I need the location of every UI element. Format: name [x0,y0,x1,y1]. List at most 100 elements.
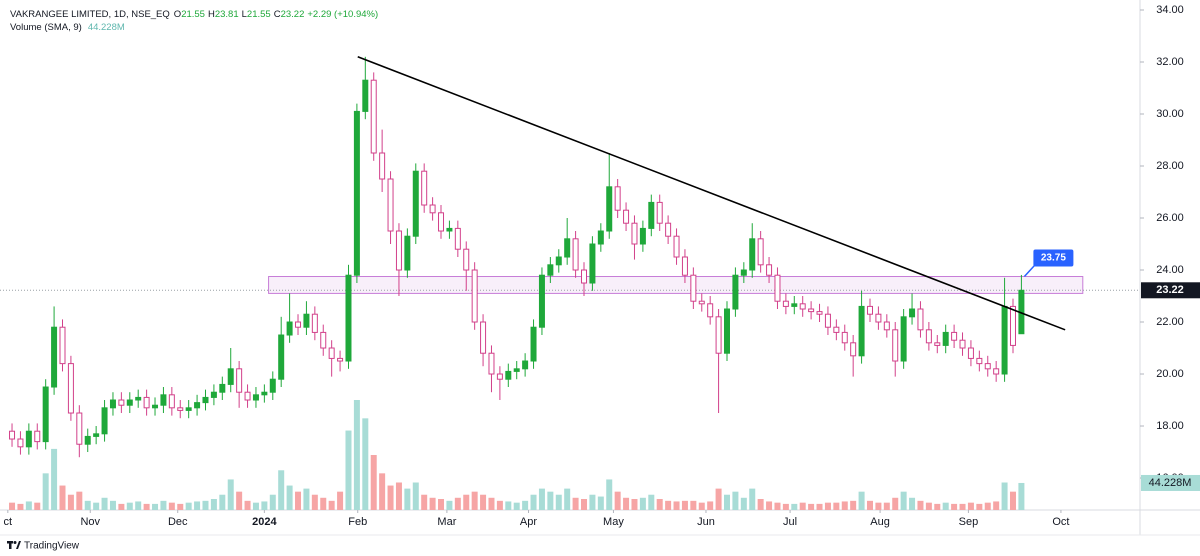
callout-label: 23.75 [1041,253,1066,264]
ohlc-label: L [241,9,247,20]
volume-bar [648,494,655,510]
volume-bar [951,503,958,510]
ohlc-label: C [273,9,281,20]
y-tick-label: 34.00 [1156,4,1184,16]
volume-bar [295,491,302,510]
volume-bar [656,499,663,510]
candle-body [824,313,831,328]
candle-body [951,331,958,341]
candle-body [286,321,293,336]
last-price-box [1141,282,1200,299]
x-tick-label: Dec [168,516,188,528]
callout-pointer [1023,264,1036,278]
volume-bar [194,501,201,510]
candle-body [278,334,285,380]
candle-body [581,269,588,284]
volume-bar [446,500,453,510]
candle-body [967,347,974,359]
volume-bar [715,488,722,510]
volume-bar [791,503,798,510]
volume-bar [732,491,739,510]
volume-bar [51,448,58,510]
volume-bar [160,500,167,510]
volume-bar [623,497,630,510]
x-tick-label: ct [4,516,13,528]
candle-body [883,321,890,331]
y-tick-label: 30.00 [1156,108,1184,120]
volume-bar [530,494,537,510]
y-tick-label: 32.00 [1156,56,1184,68]
candle-body [438,212,445,232]
last-volume-box [1141,474,1200,491]
volume-bar [572,497,579,510]
volume-bar [522,500,529,510]
candle-body [135,396,142,401]
volume-bar [824,502,831,510]
volume-bar [505,501,512,510]
volume-bar [412,482,419,510]
candle-body [698,300,705,305]
volume-bar [59,485,66,510]
candle-body [353,110,360,276]
ohlc-label: H [207,9,215,20]
volume-bar [421,494,428,510]
volume-bar [665,500,672,510]
volume-title: Volume (SMA, 9) [10,22,82,33]
volume-bar [387,485,394,510]
candle-body [51,326,58,388]
volume-bar [673,501,680,510]
candle-body [185,407,192,411]
volume-bar [454,497,461,510]
volume-bar [690,500,697,510]
candle-body [236,368,243,393]
volume-bar [286,485,293,510]
candle-body [976,357,983,365]
volume-bar [278,470,285,510]
candle-body [782,300,789,307]
volume-bar [311,494,318,510]
candle-body [25,430,32,448]
symbol-line: VAKRANGEE LIMITED, 1D, NSE_EQ O21.55 H23.8… [10,8,381,21]
volume-bar [480,494,487,510]
candle-body [345,274,352,362]
volume-bar [774,502,781,510]
candle-body [715,316,722,354]
volume-bar [353,400,360,510]
candle-body [681,256,688,276]
candle-body [816,311,823,315]
x-tick-label: Apr [520,516,537,528]
candle-body [126,399,133,406]
candle-body [84,435,91,445]
candle-body [454,227,461,250]
candle-body [480,321,487,354]
volume-bar [118,503,125,510]
candle-body [370,79,377,154]
volume-bar [471,491,478,510]
candle-body [1009,305,1016,346]
volume-bar [404,488,411,510]
last-price-label: 23.22 [1156,284,1184,296]
volume-bar [925,502,932,510]
candle-body [152,404,159,409]
volume-bar [84,500,91,510]
candle-body [648,201,655,229]
candle-body [337,357,344,362]
candle-body [808,308,815,313]
volume-bar [370,455,377,510]
volume-bar [993,501,1000,510]
candle-body [597,230,604,245]
volume-bar [42,473,49,510]
candle-body [673,235,680,258]
volume-bar [488,497,495,510]
candle-body [530,326,537,362]
candle-body [984,363,991,370]
candle-body [665,222,672,237]
volume-bar [589,494,596,510]
volume-bar [76,491,83,510]
zone [268,276,1084,294]
volume-bar [252,502,259,510]
candle-body [387,178,394,232]
candle-body [572,238,579,271]
volume-bar [698,502,705,510]
